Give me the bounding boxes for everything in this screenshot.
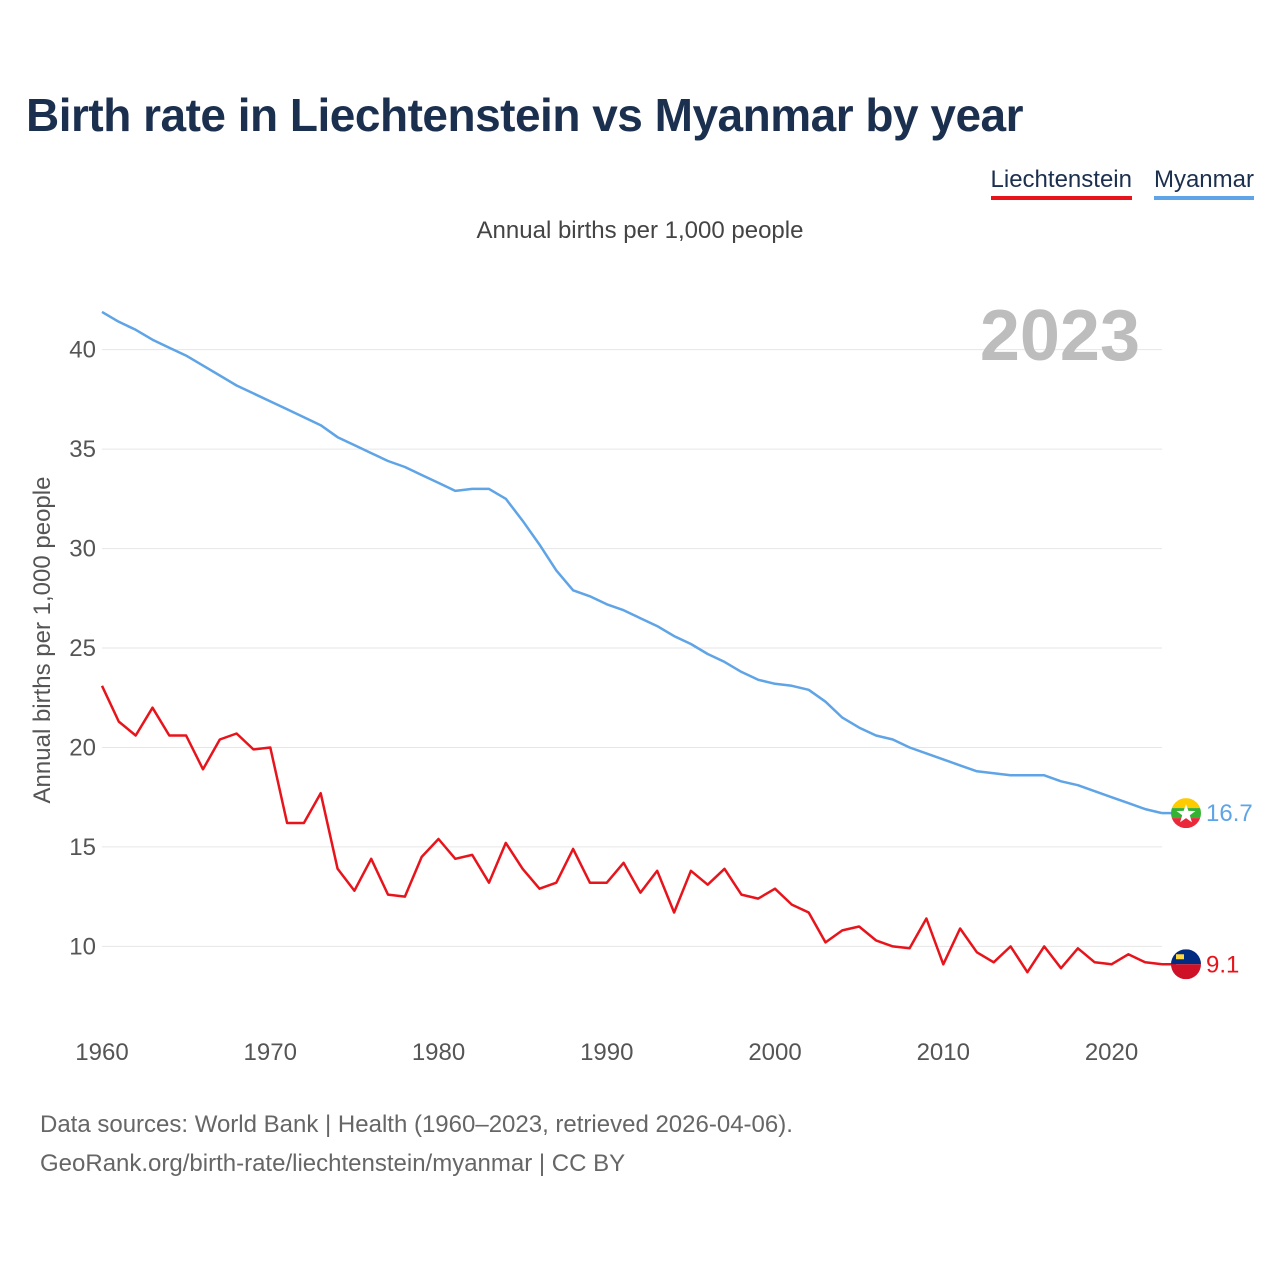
x-tick-label: 1970 [244,1039,297,1066]
x-tick-label: 2000 [748,1039,801,1066]
y-tick-label: 20 [69,734,96,761]
y-tick-labels: 10 15 20 25 30 35 40 [69,337,96,961]
myanmar-flag-icon [1171,798,1201,829]
y-tick-label: 35 [69,436,96,463]
gridlines [102,349,1162,947]
source-link[interactable]: GeoRank.org/birth-rate/liechtenstein/mya… [40,1150,626,1177]
x-tick-label: 2020 [1085,1039,1138,1066]
chart-title: Birth rate in Liechtenstein vs Myanmar b… [26,89,1024,141]
series-line-myanmar[interactable] [101,310,1163,815]
year-badge: 2023 [980,296,1140,376]
legend-item-liechtenstein[interactable]: Liechtenstein [990,166,1132,200]
end-value-label: 16.7 [1206,800,1253,827]
footer: Data sources: World Bank | Health (1960–… [40,1105,793,1183]
legend-item-myanmar[interactable]: Myanmar [1153,166,1254,200]
x-tick-label: 1980 [412,1039,465,1066]
y-tick-label: 30 [69,536,96,563]
x-tick-label: 2010 [917,1039,970,1066]
y-tick-label: 25 [69,635,96,662]
y-tick-label: 40 [69,337,96,364]
legend: Liechtenstein Myanmar [990,166,1254,200]
y-axis-title: Annual births per 1,000 people [29,477,56,804]
series-line-liechtenstein[interactable] [100,685,1163,974]
end-value-label: 9.1 [1206,951,1239,978]
x-tick-labels: 1960 1970 1980 1990 2000 2010 2020 [75,1039,1138,1066]
y-tick-label: 15 [69,834,96,861]
chart-subtitle: Annual births per 1,000 people [476,217,804,244]
liechtenstein-flag-icon [1171,949,1201,980]
series-lines [100,310,1163,974]
line-chart: 10 15 20 25 30 35 40 1960 1970 1980 1990 2000 2010 2… [29,296,1253,1066]
end-markers: 16.7 9.1 [1162,798,1253,980]
x-tick-label: 1990 [580,1039,633,1066]
source-note: Data sources: World Bank | Health (1960–… [40,1111,793,1138]
x-tick-label: 1960 [75,1039,128,1066]
y-tick-label: 10 [69,933,96,960]
